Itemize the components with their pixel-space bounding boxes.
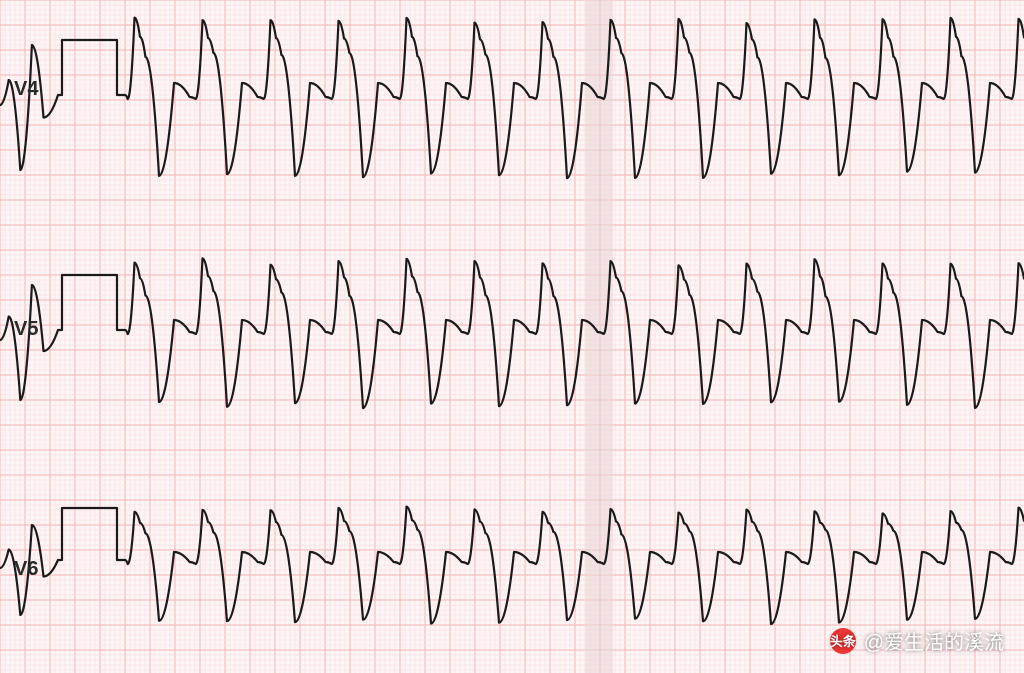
watermark: 头条 @爱生活的溪流 — [830, 626, 1004, 655]
lead-label-v4: V4 — [14, 78, 38, 101]
paper-fold-shadow — [585, 0, 613, 673]
watermark-text: @爱生活的溪流 — [864, 626, 1004, 655]
lead-label-v6: V6 — [14, 558, 38, 581]
toutiao-logo-icon: 头条 — [830, 628, 856, 654]
ecg-canvas — [0, 0, 1024, 673]
lead-label-v5: V5 — [14, 318, 38, 341]
